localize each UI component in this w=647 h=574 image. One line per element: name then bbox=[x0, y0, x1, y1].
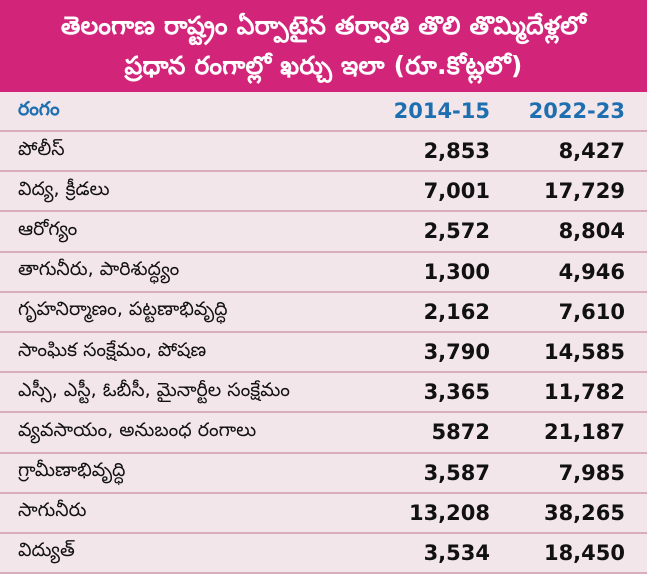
row-value-2014-15: 5872 bbox=[431, 420, 490, 445]
title-line-2: ప్రధాన రంగాల్లో ఖర్చు ఇలా (రూ.కోట్లలో) bbox=[124, 51, 523, 80]
table-row: విద్యుత్ 3,534 18,450 bbox=[0, 534, 647, 574]
row-sector: గ్రామీణాభివృద్ధి bbox=[18, 459, 126, 482]
table-row: వ్యవసాయం, అనుబంధ రంగాలు 5872 21,187 bbox=[0, 413, 647, 454]
row-value-2022-23: 8,804 bbox=[558, 219, 625, 244]
title-line-1: తెలంగాణ రాష్ట్రం ఏర్పాటైన తర్వాతి తొలి త… bbox=[60, 11, 587, 40]
row-value-2014-15: 1,300 bbox=[423, 259, 490, 284]
row-value-2014-15: 3,790 bbox=[423, 340, 490, 365]
row-value-2014-15: 2,572 bbox=[423, 219, 490, 244]
row-value-2022-23: 21,187 bbox=[543, 420, 625, 445]
row-sector: విద్య, క్రీడలు bbox=[18, 177, 110, 200]
table-row: సాంఘిక సంక్షేమం, పోషణ 3,790 14,585 bbox=[0, 333, 647, 374]
row-value-2014-15: 7,001 bbox=[423, 179, 490, 204]
table-row: తాగునీరు, పారిశుద్ధ్యం 1,300 4,946 bbox=[0, 253, 647, 293]
row-sector: గృహనిర్మాణం, పట్టణాభివృద్ధి bbox=[18, 298, 228, 321]
row-value-2014-15: 3,587 bbox=[423, 460, 490, 485]
row-value-2022-23: 18,450 bbox=[543, 540, 625, 565]
row-value-2022-23: 4,946 bbox=[558, 259, 625, 284]
row-sector: సాగునీరు bbox=[18, 499, 87, 522]
row-value-2022-23: 11,782 bbox=[543, 380, 625, 405]
header-year-2022-23: 2022-23 bbox=[528, 99, 625, 123]
row-value-2014-15: 3,365 bbox=[423, 380, 490, 405]
table-body: పోలీస్ 2,853 8,427 విద్య, క్రీడలు 7,001 … bbox=[0, 132, 647, 574]
table-row: గ్రామీణాభివృద్ధి 3,587 7,985 bbox=[0, 454, 647, 494]
row-value-2022-23: 38,265 bbox=[543, 500, 625, 525]
table-row: పోలీస్ 2,853 8,427 bbox=[0, 132, 647, 173]
row-sector: ఎస్సీ, ఎస్టీ, ఓబీసీ, మైనార్టీల సంక్షేమం bbox=[18, 378, 290, 401]
row-value-2014-15: 13,208 bbox=[408, 500, 490, 525]
row-value-2022-23: 8,427 bbox=[558, 139, 625, 164]
table-row: విద్య, క్రీడలు 7,001 17,729 bbox=[0, 172, 647, 213]
table-title: తెలంగాణ రాష్ట్రం ఏర్పాటైన తర్వాతి తొలి త… bbox=[0, 0, 647, 92]
row-value-2022-23: 7,985 bbox=[558, 460, 625, 485]
row-sector: విద్యుత్ bbox=[18, 539, 75, 562]
row-value-2022-23: 7,610 bbox=[558, 299, 625, 324]
table-row: ఎస్సీ, ఎస్టీ, ఓబీసీ, మైనార్టీల సంక్షేమం … bbox=[0, 373, 647, 414]
table-header: రంగం 2014-15 2022-23 bbox=[0, 92, 647, 132]
row-sector: పోలీస్ bbox=[18, 137, 65, 160]
table-row: సాగునీరు 13,208 38,265 bbox=[0, 494, 647, 534]
row-sector: తాగునీరు, పారిశుద్ధ్యం bbox=[18, 258, 180, 281]
row-value-2014-15: 3,534 bbox=[423, 540, 490, 565]
row-value-2022-23: 17,729 bbox=[543, 179, 625, 204]
row-sector: వ్యవసాయం, అనుబంధ రంగాలు bbox=[18, 418, 257, 441]
row-value-2014-15: 2,162 bbox=[423, 299, 490, 324]
row-value-2022-23: 14,585 bbox=[543, 340, 625, 365]
row-sector: ఆరోగ్యం bbox=[18, 217, 78, 240]
header-year-2014-15: 2014-15 bbox=[393, 99, 490, 123]
table-row: గృహనిర్మాణం, పట్టణాభివృద్ధి 2,162 7,610 bbox=[0, 293, 647, 333]
table-row: ఆరోగ్యం 2,572 8,804 bbox=[0, 212, 647, 253]
row-value-2014-15: 2,853 bbox=[423, 139, 490, 164]
header-sector: రంగం bbox=[18, 97, 60, 120]
row-sector: సాంఘిక సంక్షేమం, పోషణ bbox=[18, 338, 207, 361]
